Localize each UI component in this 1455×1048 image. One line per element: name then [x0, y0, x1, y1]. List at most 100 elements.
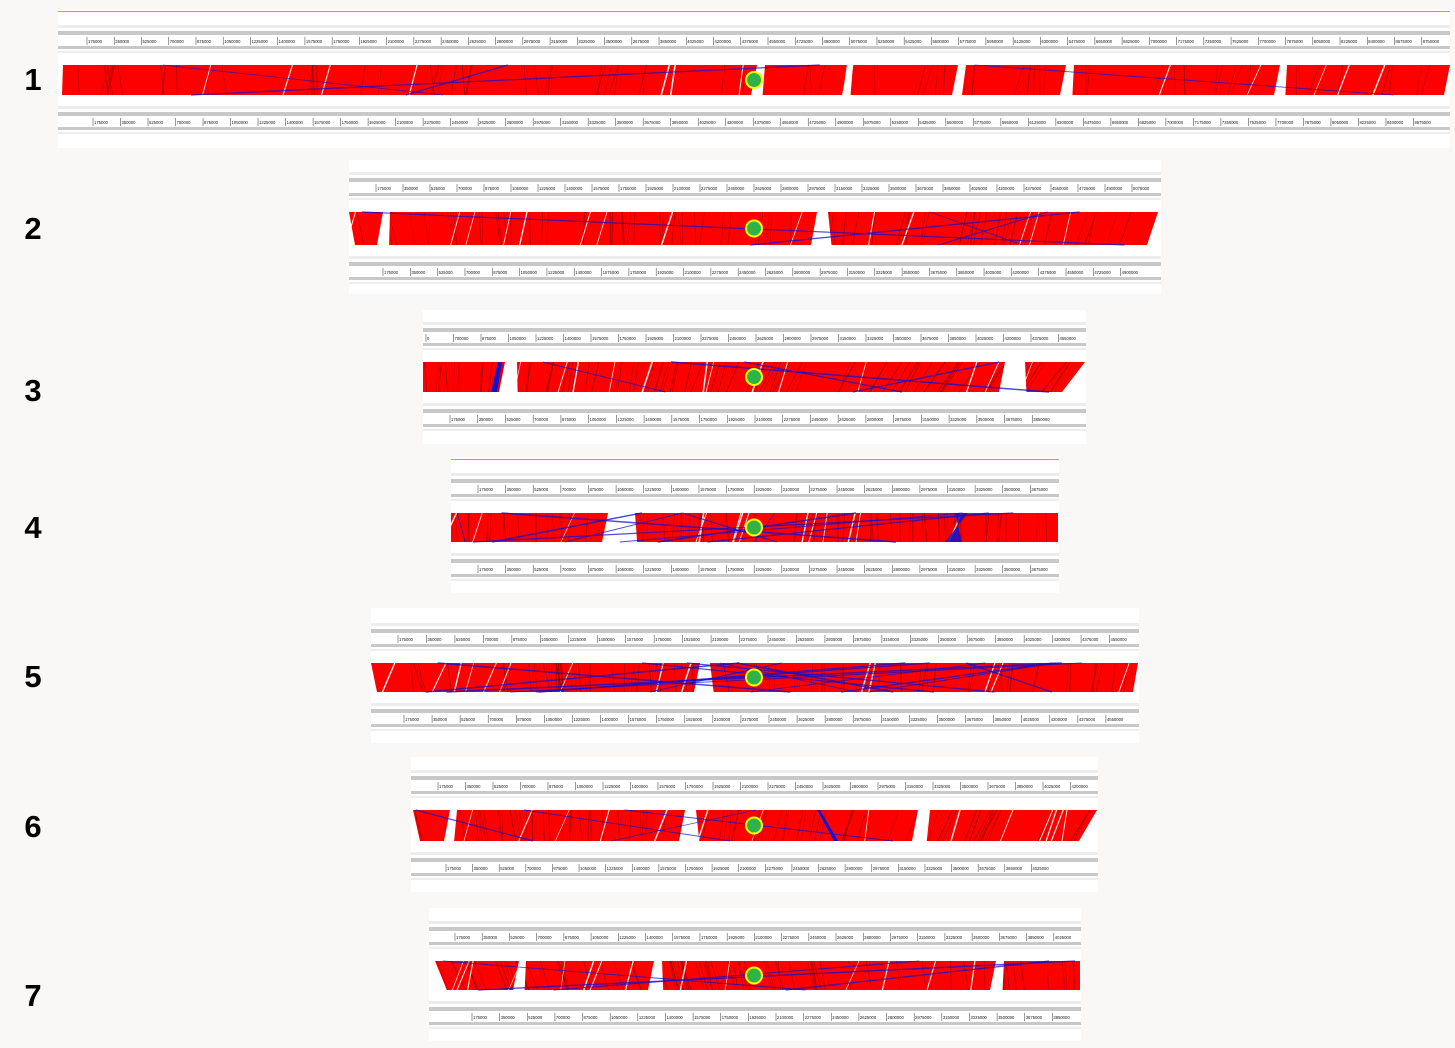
bottom-tick-label: 1050000 [590, 417, 607, 422]
bottom-tick-label: 1400000 [602, 717, 619, 722]
bottom-tick-label: 1050000 [611, 1015, 628, 1020]
top-tick-label: 3500000 [1004, 487, 1021, 492]
top-tick-label: 5425000 [905, 39, 922, 44]
inverted-match-line [477, 960, 1075, 991]
top-tick-label: 1575000 [627, 637, 644, 642]
bottom-tick-label: 4550000 [1107, 717, 1124, 722]
bottom-tick-label: 2275000 [766, 866, 783, 871]
bottom-tick-label: 700000 [527, 866, 542, 871]
synteny-panel-6: 175000 350000 525000 700000 875000 1050000 122… [411, 757, 1098, 892]
bottom-tick-label: 3675000 [930, 270, 947, 275]
bottom-tick-label: 175000 [384, 270, 399, 275]
top-tick-label: 2800000 [497, 39, 514, 44]
bottom-tick-label: 1575000 [314, 120, 331, 125]
bottom-tick-label: 4200000 [727, 120, 744, 125]
top-ruler-track [451, 473, 1059, 501]
synteny-panel-4: 175000 350000 525000 700000 875000 1050000 122… [451, 458, 1059, 593]
top-tick-label: 8400000 [1368, 39, 1385, 44]
top-tick-label: 1925000 [360, 39, 377, 44]
top-tick-label: 700000 [455, 336, 470, 341]
bottom-tick-label: 8575000 [1414, 120, 1431, 125]
top-tick-label: 1750000 [333, 39, 350, 44]
bottom-tick-label: 2275000 [712, 270, 729, 275]
inverted-match-line [686, 662, 995, 693]
synteny-panel-3: 0 700000 875000 1050000 1225000 1400000 157500… [423, 310, 1086, 444]
bottom-tick-label: 1225000 [607, 866, 624, 871]
bottom-tick-label: 3500000 [1004, 567, 1021, 572]
green-circle-marker-icon [747, 818, 761, 833]
top-tick-label: 2450000 [442, 39, 459, 44]
top-tick-label: 1225000 [570, 637, 587, 642]
inverted-match-line [670, 361, 1050, 393]
inverted-match-line [442, 960, 806, 991]
top-tick-label: 175000 [439, 784, 454, 789]
bottom-tick-label: 4025000 [699, 120, 716, 125]
top-tick-label: 700000 [538, 935, 553, 940]
bottom-tick-label: 3500000 [978, 417, 995, 422]
bottom-tick-label: 7175000 [1194, 120, 1211, 125]
top-tick-label: 2975000 [921, 487, 938, 492]
top-tick-label: 6475000 [1069, 39, 1086, 44]
top-tick-label: 1575000 [306, 39, 323, 44]
bottom-tick-label: 6475000 [1084, 120, 1101, 125]
top-tick-label: 875000 [565, 935, 580, 940]
bottom-tick-label: 8225000 [1359, 120, 1376, 125]
bottom-tick-label: 3150000 [882, 717, 899, 722]
top-tick-label: 4900000 [1106, 186, 1123, 191]
top-tick-label: 8750000 [1423, 39, 1440, 44]
bottom-tick-label: 1400000 [666, 1015, 683, 1020]
top-tick-label: 2800000 [852, 784, 869, 789]
bottom-tick-label: 5775000 [974, 120, 991, 125]
top-tick-label: 700000 [522, 784, 537, 789]
top-tick-label: 2275000 [810, 487, 827, 492]
bottom-tick-label: 2450000 [739, 270, 756, 275]
bottom-tick-label: 525000 [506, 417, 521, 422]
inverted-match-line [868, 662, 1056, 693]
bottom-tick-label: 7525000 [1249, 120, 1266, 125]
top-tick-label: 3325000 [578, 39, 595, 44]
inverted-match-line [542, 361, 666, 393]
bottom-tick-label: 3325000 [976, 567, 993, 572]
top-tick-label: 1750000 [687, 784, 704, 789]
top-tick-label: 2975000 [854, 637, 871, 642]
top-tick-label: 2275000 [741, 637, 758, 642]
bottom-tick-label: 525000 [528, 1015, 543, 1020]
synteny-svg-4: 175000 350000 525000 700000 875000 1050000 122… [451, 459, 1059, 581]
bottom-tick-label: 1750000 [701, 417, 718, 422]
top-tick-label: 1925000 [647, 336, 664, 341]
bottom-tick-label: 4200000 [1051, 717, 1068, 722]
top-tick-label: 2275000 [702, 336, 719, 341]
top-tick-label: 350000 [404, 186, 419, 191]
top-ruler-track [423, 322, 1086, 350]
bottom-tick-label: 4900000 [837, 120, 854, 125]
top-tick-label: 3150000 [883, 637, 900, 642]
top-tick-label: 3500000 [890, 186, 907, 191]
bottom-tick-label: 1750000 [728, 567, 745, 572]
bottom-tick-label: 700000 [562, 567, 577, 572]
inverted-match-line [610, 809, 756, 842]
bottom-tick-label: 4900000 [1122, 270, 1139, 275]
inverted-match-line [492, 512, 643, 543]
top-tick-label: 525000 [456, 637, 471, 642]
bottom-tick-label: 1225000 [645, 567, 662, 572]
top-tick-label: 2450000 [728, 186, 745, 191]
top-tick-label: 8050000 [1314, 39, 1331, 44]
top-tick-label: 1750000 [620, 336, 637, 341]
bottom-tick-label: 3675000 [644, 120, 661, 125]
top-tick-label: 7350000 [1205, 39, 1222, 44]
inverted-match-line [191, 64, 820, 96]
bottom-tick-label: 2975000 [895, 417, 912, 422]
top-tick-label: 4550000 [1111, 637, 1128, 642]
top-tick-label: 4200000 [998, 186, 1015, 191]
top-tick-label: 2100000 [742, 784, 759, 789]
bottom-tick-label: 1575000 [673, 417, 690, 422]
bottom-tick-label: 4550000 [782, 120, 799, 125]
synteny-svg-5: 175000 350000 525000 700000 875000 1050000 122… [371, 623, 1139, 731]
bottom-tick-label: 1400000 [633, 866, 650, 871]
top-tick-label: 8225000 [1341, 39, 1358, 44]
top-tick-label: 1575000 [700, 487, 717, 492]
top-tick-label: 3850000 [1028, 935, 1045, 940]
bottom-tick-label: 175000 [94, 120, 109, 125]
top-tick-label: 2100000 [712, 637, 729, 642]
top-tick-label: 4375000 [742, 39, 759, 44]
